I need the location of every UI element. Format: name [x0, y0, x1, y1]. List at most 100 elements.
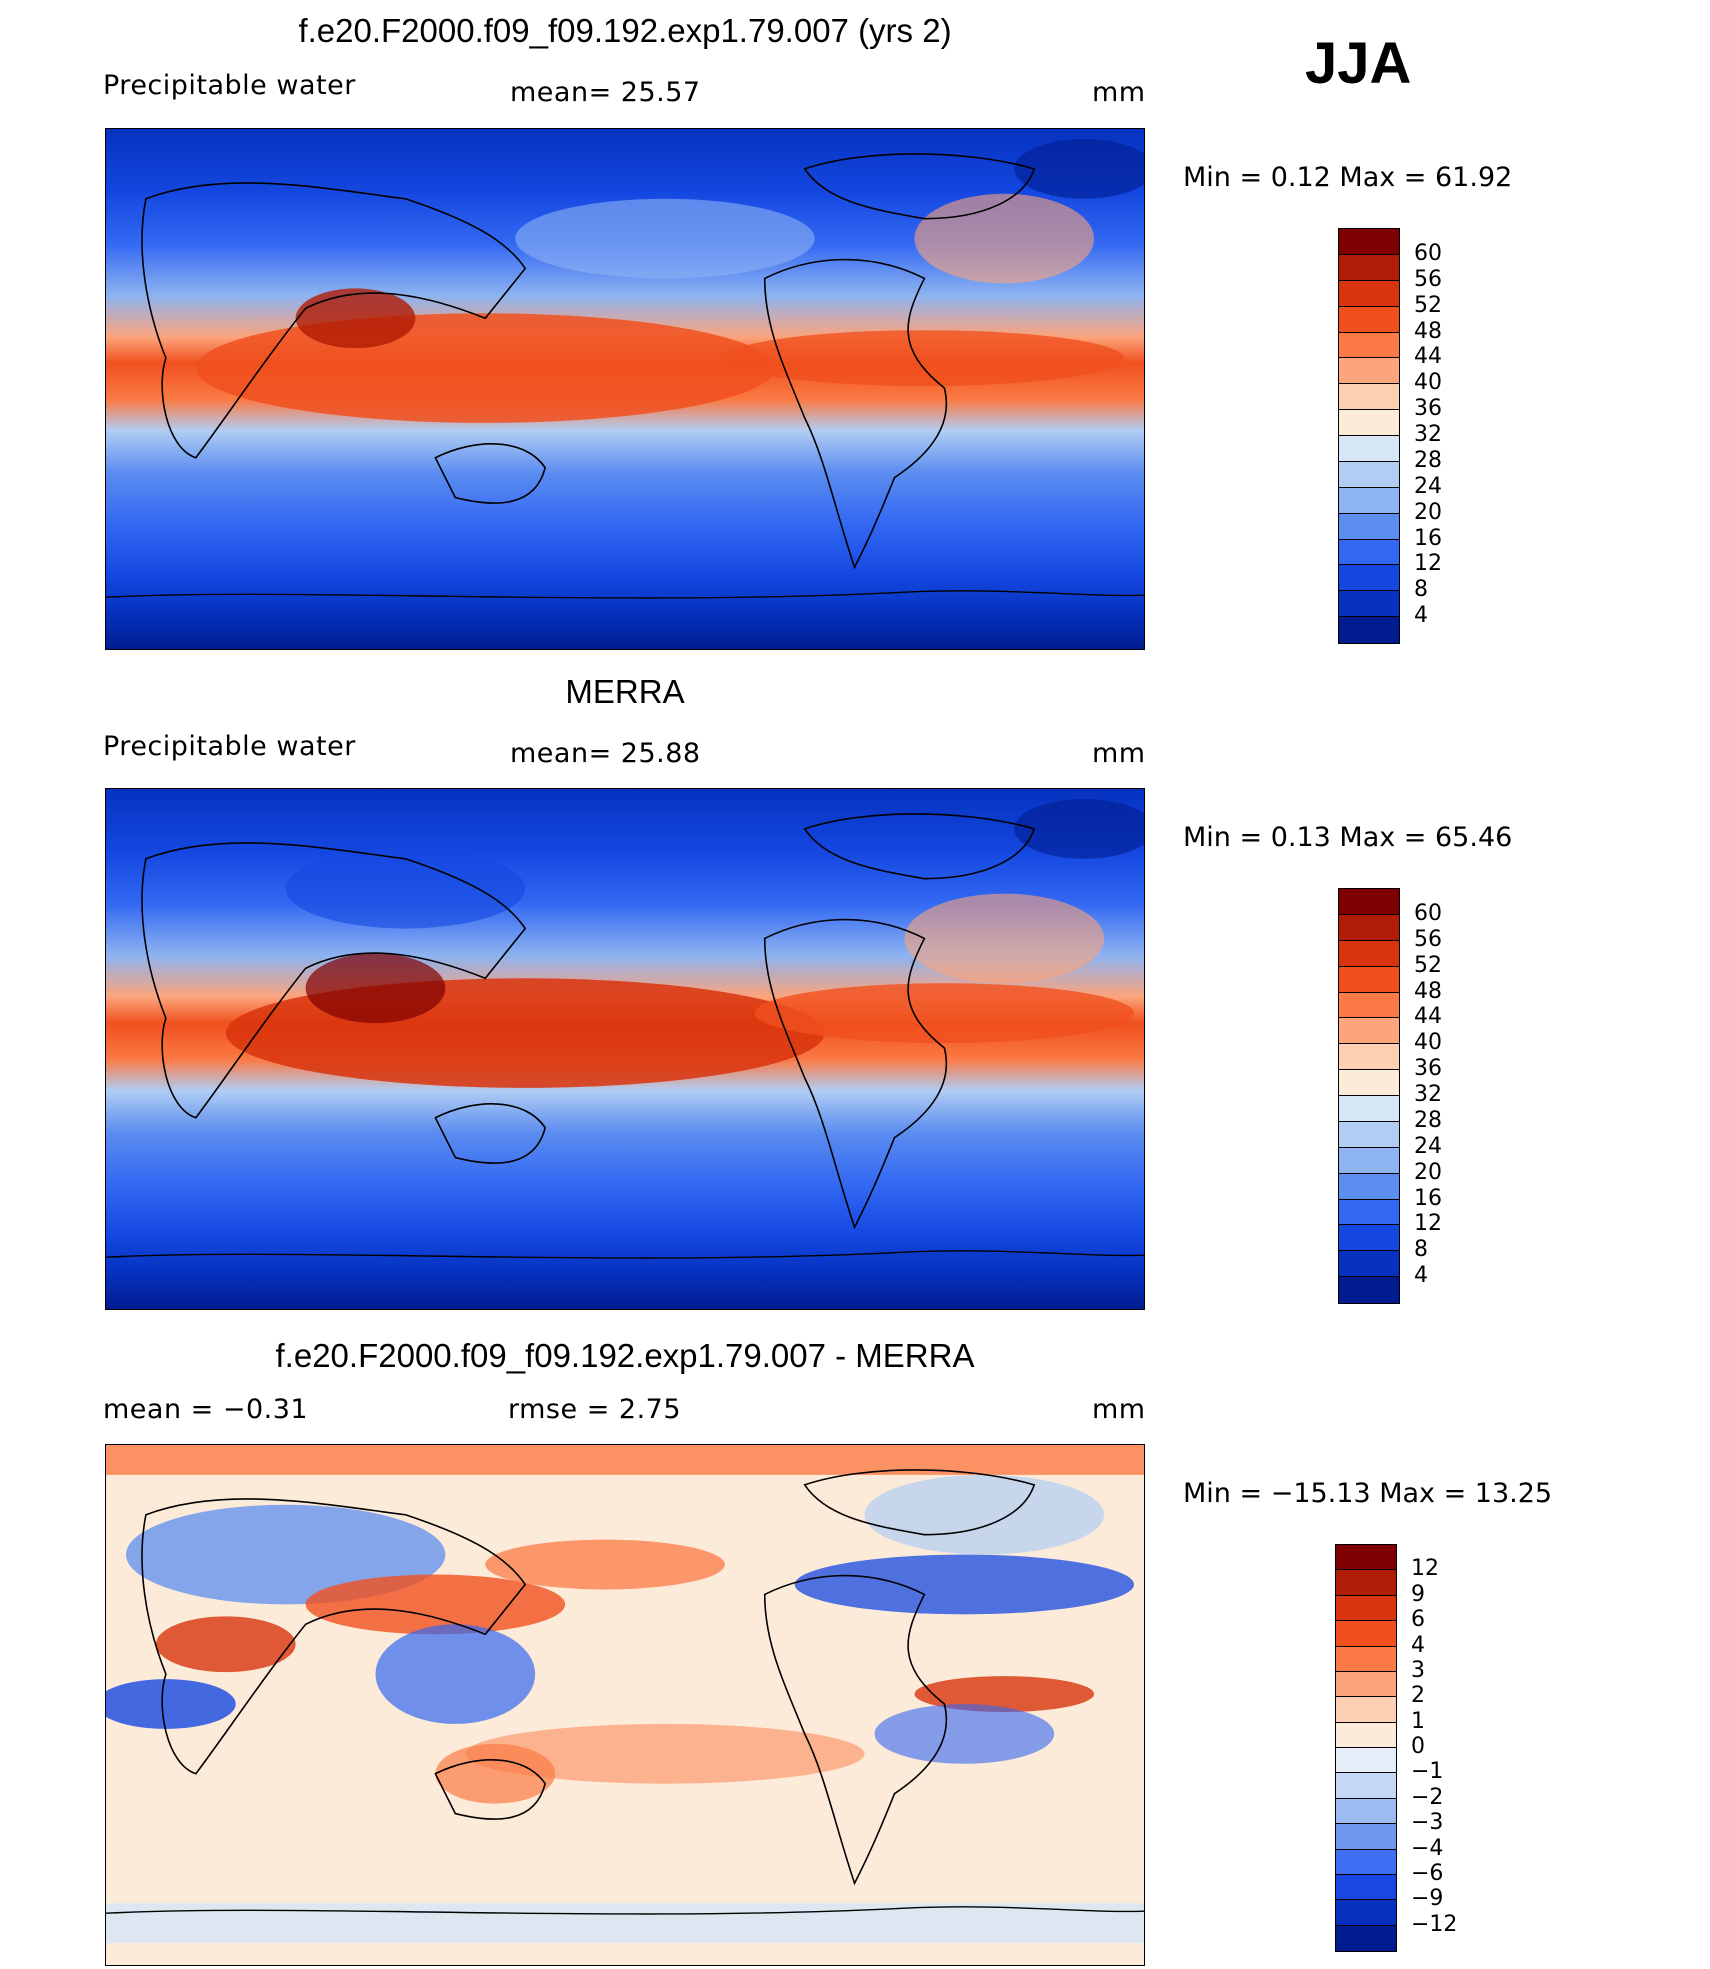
colorbar-swatch — [1336, 1849, 1396, 1875]
colorbar-swatch — [1339, 940, 1399, 967]
colorbar-swatch — [1339, 1199, 1399, 1226]
colorbar-tick-label: 8 — [1414, 577, 1428, 603]
colorbar-tick-label: 3 — [1411, 1657, 1425, 1683]
colorbar-tick-label: 20 — [1414, 499, 1442, 525]
colorbar-swatch — [1339, 358, 1399, 385]
colorbar-tick-label: −1 — [1411, 1759, 1444, 1785]
panel1-minmax: Min = 0.12 Max = 61.92 — [1183, 162, 1513, 193]
colorbar-tick-label: 4 — [1414, 1263, 1428, 1289]
panel3-minmax: Min = −15.13 Max = 13.25 — [1183, 1478, 1553, 1509]
panel3-map — [105, 1444, 1145, 1966]
colorbar-tick-label: 32 — [1414, 1082, 1442, 1107]
colorbar-swatch — [1339, 889, 1399, 915]
colorbar-swatch — [1339, 539, 1399, 566]
panel3-map-field — [106, 1445, 1144, 1965]
colorbar-tick-label: 9 — [1411, 1581, 1425, 1607]
colorbar-tick-label: 52 — [1414, 952, 1442, 978]
colorbar-swatch — [1339, 565, 1399, 592]
colorbar-swatch — [1339, 1096, 1399, 1122]
colorbar-swatch — [1339, 992, 1399, 1019]
panel3-colorbar — [1335, 1544, 1397, 1952]
panel1-mean: mean= 25.57 — [510, 77, 701, 108]
panel1-colorbar — [1338, 228, 1400, 644]
colorbar-tick-label: 4 — [1411, 1632, 1425, 1658]
colorbar-tick-label: 60 — [1414, 240, 1442, 266]
panel2-map-field — [106, 789, 1144, 1309]
colorbar-swatch — [1336, 1798, 1396, 1825]
colorbar-tick-label: −12 — [1411, 1911, 1458, 1937]
colorbar-swatch — [1336, 1824, 1396, 1850]
colorbar-tick-label: 56 — [1414, 266, 1442, 292]
colorbar-swatch — [1339, 1147, 1399, 1174]
colorbar-tick-label: 12 — [1414, 551, 1442, 577]
colorbar-tick-label: −6 — [1411, 1860, 1444, 1886]
colorbar-tick-label: 36 — [1414, 396, 1442, 422]
colorbar-swatch — [1339, 306, 1399, 333]
colorbar-swatch — [1336, 1545, 1396, 1571]
panel2-variable: Precipitable water — [103, 731, 356, 762]
season-label: JJA — [1305, 31, 1412, 96]
colorbar-tick-label: 12 — [1411, 1556, 1439, 1582]
panel2-title: MERRA — [565, 673, 685, 710]
colorbar-tick-label: −2 — [1411, 1784, 1444, 1810]
colorbar-tick-label: 52 — [1414, 292, 1442, 318]
colorbar-tick-label: 32 — [1414, 422, 1442, 447]
colorbar-swatch — [1339, 1277, 1399, 1303]
colorbar-swatch — [1336, 1646, 1396, 1672]
colorbar-swatch — [1336, 1748, 1396, 1774]
colorbar-tick-label: 1 — [1411, 1708, 1425, 1734]
colorbar-tick-label: 24 — [1414, 1133, 1442, 1159]
panel3-units: mm — [1092, 1394, 1146, 1425]
colorbar-tick-label: 60 — [1414, 900, 1442, 926]
panel2-minmax: Min = 0.13 Max = 65.46 — [1183, 822, 1513, 853]
panel3-rmse: rmse = 2.75 — [508, 1394, 682, 1425]
colorbar-tick-label: −4 — [1411, 1835, 1444, 1861]
colorbar-swatch — [1336, 1722, 1396, 1748]
panel1-variable: Precipitable water — [103, 70, 356, 101]
colorbar-tick-label: 44 — [1414, 344, 1442, 370]
colorbar-tick-label: 2 — [1411, 1683, 1425, 1709]
colorbar-swatch — [1339, 332, 1399, 359]
colorbar-tick-label: 8 — [1414, 1237, 1428, 1263]
colorbar-swatch — [1336, 1671, 1396, 1698]
colorbar-swatch — [1336, 1621, 1396, 1647]
colorbar-swatch — [1339, 591, 1399, 618]
colorbar-swatch — [1339, 436, 1399, 462]
colorbar-swatch — [1339, 1018, 1399, 1045]
colorbar-swatch — [1339, 1044, 1399, 1071]
colorbar-tick-label: 12 — [1414, 1211, 1442, 1237]
colorbar-tick-label: 6 — [1411, 1607, 1425, 1633]
colorbar-swatch — [1336, 1697, 1396, 1723]
panel2-colorbar — [1338, 888, 1400, 1304]
panel1-title: f.e20.F2000.f09_f09.192.exp1.79.007 (yrs… — [298, 12, 952, 49]
colorbar-swatch — [1336, 1595, 1396, 1622]
colorbar-swatch — [1339, 966, 1399, 993]
colorbar-tick-label: −3 — [1411, 1810, 1444, 1836]
colorbar-swatch — [1339, 254, 1399, 281]
colorbar-swatch — [1339, 1251, 1399, 1278]
colorbar-swatch — [1339, 513, 1399, 540]
colorbar-tick-label: 28 — [1414, 447, 1442, 473]
colorbar-swatch — [1339, 487, 1399, 514]
colorbar-tick-label: 16 — [1414, 525, 1442, 551]
panel2-units: mm — [1092, 738, 1146, 769]
colorbar-swatch — [1339, 914, 1399, 941]
colorbar-tick-label: 24 — [1414, 473, 1442, 499]
colorbar-tick-label: 0 — [1411, 1734, 1425, 1759]
colorbar-tick-label: 56 — [1414, 926, 1442, 952]
colorbar-swatch — [1339, 1225, 1399, 1252]
colorbar-tick-label: 20 — [1414, 1159, 1442, 1185]
panel1-map — [105, 128, 1145, 650]
panel3-title: f.e20.F2000.f09_f09.192.exp1.79.007 - ME… — [275, 1337, 975, 1374]
colorbar-tick-label: 40 — [1414, 1030, 1442, 1056]
colorbar-swatch — [1339, 280, 1399, 307]
colorbar-swatch — [1336, 1874, 1396, 1901]
colorbar-tick-label: 40 — [1414, 370, 1442, 396]
colorbar-swatch — [1339, 229, 1399, 255]
panel2-mean: mean= 25.88 — [510, 738, 701, 769]
colorbar-swatch — [1339, 461, 1399, 488]
colorbar-tick-label: 36 — [1414, 1056, 1442, 1082]
colorbar-swatch — [1339, 384, 1399, 411]
colorbar-swatch — [1336, 1570, 1396, 1596]
colorbar-swatch — [1336, 1925, 1396, 1951]
